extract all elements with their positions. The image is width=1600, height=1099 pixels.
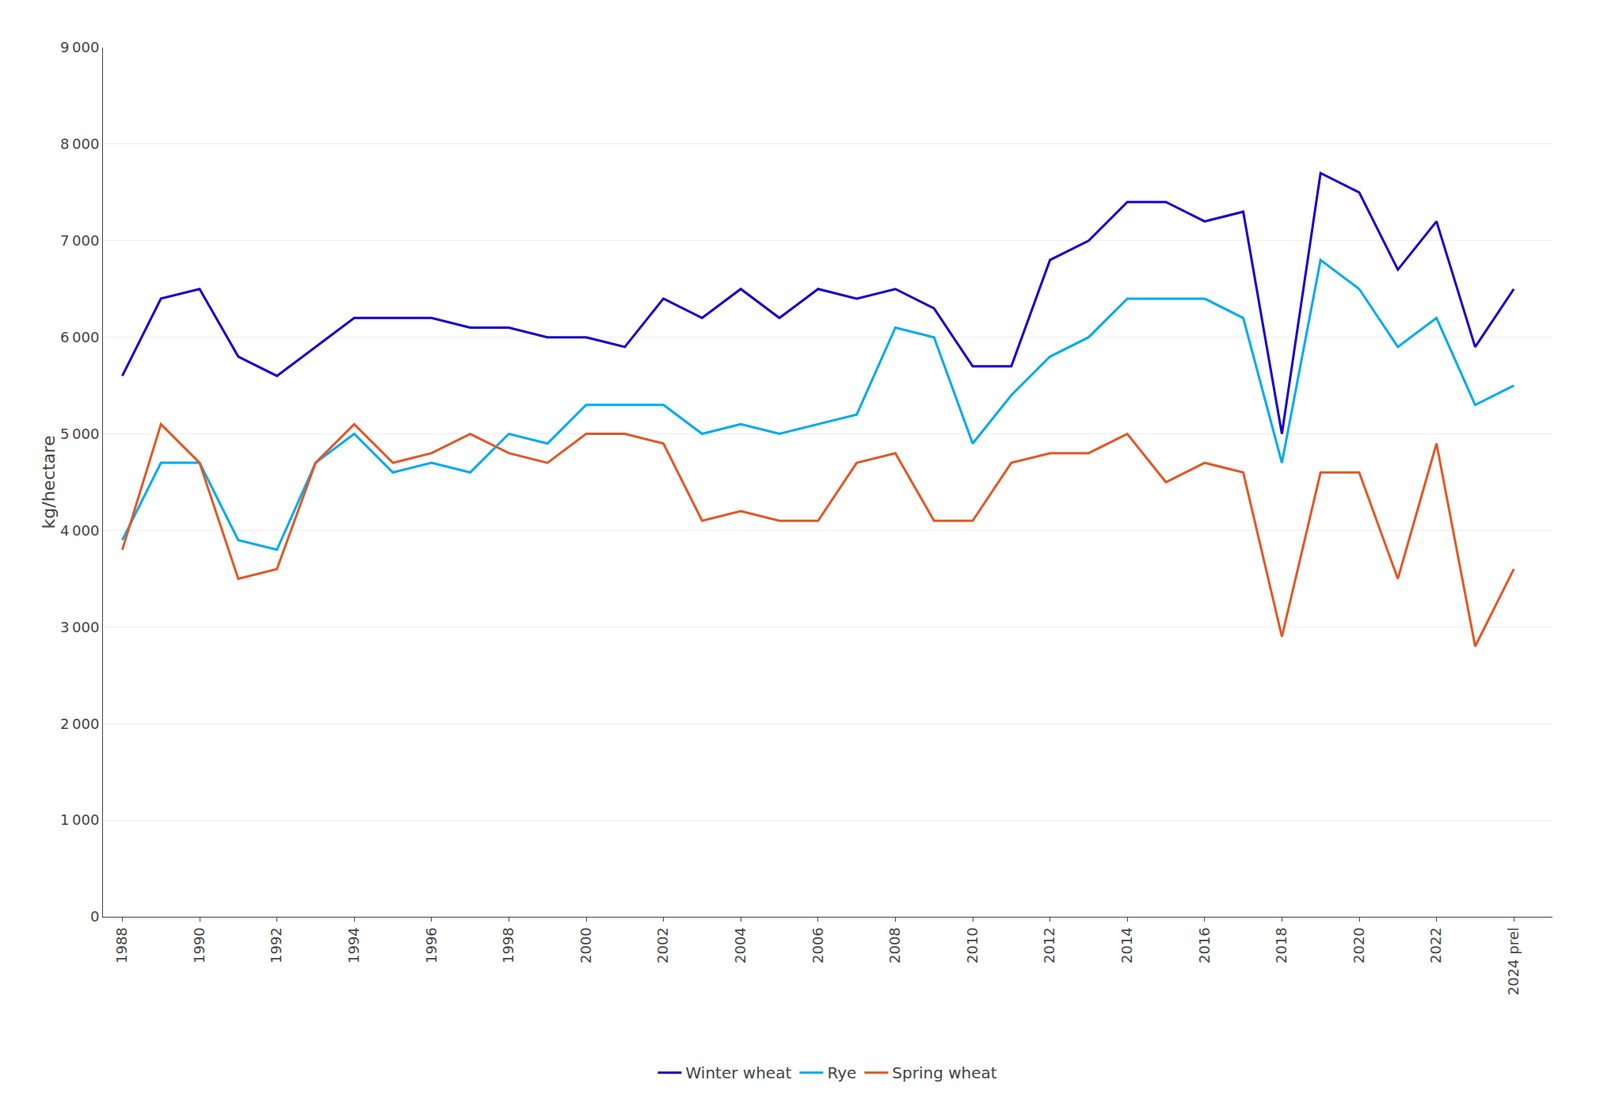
svg-text:3 000: 3 000 <box>60 618 100 636</box>
svg-text:2000: 2000 <box>577 926 595 964</box>
svg-text:6 000: 6 000 <box>60 328 100 346</box>
svg-text:0: 0 <box>90 907 100 925</box>
svg-text:1990: 1990 <box>190 926 208 964</box>
svg-text:8 000: 8 000 <box>60 135 100 153</box>
svg-text:9 000: 9 000 <box>60 38 100 56</box>
svg-text:5 000: 5 000 <box>60 425 100 442</box>
svg-text:2024 prel: 2024 prel <box>1504 926 1522 995</box>
svg-text:1 000: 1 000 <box>60 811 100 828</box>
svg-text:2012: 2012 <box>1040 926 1058 964</box>
svg-text:1994: 1994 <box>345 926 362 964</box>
svg-text:2016: 2016 <box>1196 926 1213 964</box>
svg-text:2006: 2006 <box>809 926 827 964</box>
svg-text:Rye: Rye <box>826 1062 857 1082</box>
svg-text:2010: 2010 <box>963 926 981 964</box>
svg-text:2002: 2002 <box>654 926 671 964</box>
svg-text:2008: 2008 <box>886 926 903 964</box>
svg-text:2018: 2018 <box>1272 926 1290 964</box>
svg-text:1988: 1988 <box>113 926 130 964</box>
svg-text:Winter wheat: Winter wheat <box>685 1062 793 1082</box>
svg-text:1998: 1998 <box>499 926 517 964</box>
svg-text:kg/hectare: kg/hectare <box>38 435 59 530</box>
svg-text:7 000: 7 000 <box>60 232 100 249</box>
svg-text:Spring wheat: Spring wheat <box>891 1062 997 1082</box>
svg-text:2014: 2014 <box>1118 926 1136 964</box>
svg-text:1992: 1992 <box>267 926 285 964</box>
svg-text:4 000: 4 000 <box>60 521 100 539</box>
svg-text:2 000: 2 000 <box>60 715 100 732</box>
svg-text:2022: 2022 <box>1427 926 1444 964</box>
svg-text:2020: 2020 <box>1350 926 1368 964</box>
svg-text:1996: 1996 <box>422 926 440 964</box>
svg-text:2004: 2004 <box>731 926 749 964</box>
